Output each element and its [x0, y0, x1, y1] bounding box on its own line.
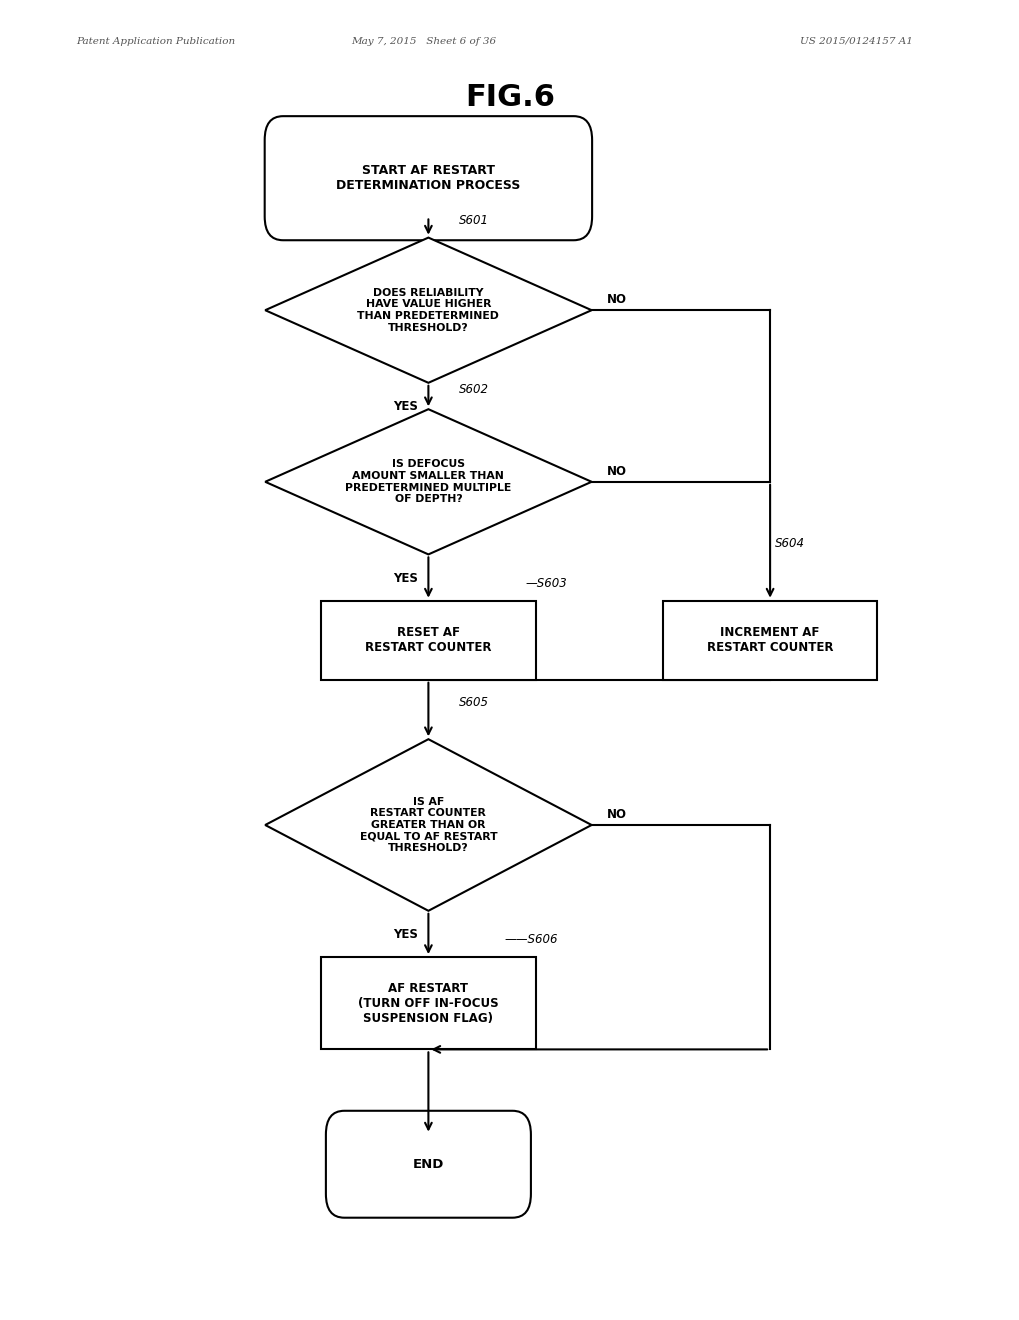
Bar [321, 957, 535, 1049]
FancyBboxPatch shape [265, 116, 591, 240]
Polygon shape [265, 238, 591, 383]
Text: —S603: —S603 [525, 577, 567, 590]
Text: May 7, 2015   Sheet 6 of 36: May 7, 2015 Sheet 6 of 36 [351, 37, 495, 46]
Polygon shape [265, 409, 591, 554]
Polygon shape [265, 739, 591, 911]
Text: S605: S605 [459, 697, 488, 709]
Text: ——S606: ——S606 [504, 933, 557, 946]
Text: Patent Application Publication: Patent Application Publication [76, 37, 235, 46]
Text: IS AF
RESTART COUNTER
GREATER THAN OR
EQUAL TO AF RESTART
THRESHOLD?: IS AF RESTART COUNTER GREATER THAN OR EQ… [360, 797, 496, 853]
Text: FIG.6: FIG.6 [465, 83, 554, 112]
Text: S602: S602 [459, 383, 488, 396]
Text: AF RESTART
(TURN OFF IN-FOCUS
SUSPENSION FLAG): AF RESTART (TURN OFF IN-FOCUS SUSPENSION… [358, 982, 498, 1024]
Text: S601: S601 [459, 214, 488, 227]
FancyBboxPatch shape [326, 1111, 530, 1217]
Text: END: END [413, 1158, 443, 1171]
Text: RESET AF
RESTART COUNTER: RESET AF RESTART COUNTER [365, 626, 491, 655]
Text: NO: NO [606, 465, 627, 478]
Text: DOES RELIABILITY
HAVE VALUE HIGHER
THAN PREDETERMINED
THRESHOLD?: DOES RELIABILITY HAVE VALUE HIGHER THAN … [357, 288, 499, 333]
Bar [321, 601, 535, 680]
Text: S604: S604 [774, 537, 804, 550]
Text: US 2015/0124157 A1: US 2015/0124157 A1 [800, 37, 912, 46]
Text: IS DEFOCUS
AMOUNT SMALLER THAN
PREDETERMINED MULTIPLE
OF DEPTH?: IS DEFOCUS AMOUNT SMALLER THAN PREDETERM… [345, 459, 511, 504]
Text: START AF RESTART
DETERMINATION PROCESS: START AF RESTART DETERMINATION PROCESS [336, 164, 520, 193]
Text: NO: NO [606, 293, 627, 306]
Bar [662, 601, 876, 680]
Text: INCREMENT AF
RESTART COUNTER: INCREMENT AF RESTART COUNTER [706, 626, 833, 655]
Text: YES: YES [393, 928, 418, 941]
Text: YES: YES [393, 400, 418, 413]
Text: YES: YES [393, 572, 418, 585]
Text: NO: NO [606, 808, 627, 821]
